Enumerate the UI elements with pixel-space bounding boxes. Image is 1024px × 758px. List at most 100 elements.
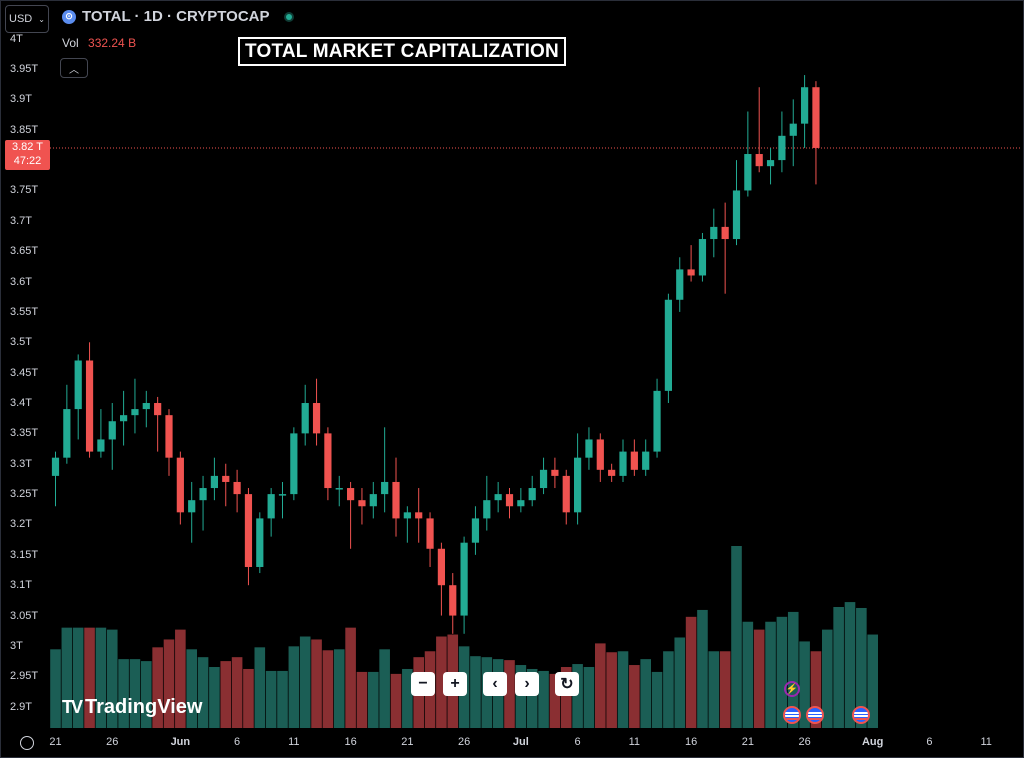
candle: [120, 390, 128, 446]
volume-bar: [640, 659, 651, 728]
price-tick-label: 3.65T: [10, 245, 39, 258]
time-axis[interactable]: 21 26 Jun 6 11 16 21 26 Jul 6 11 16 21 26 Aug 6 11: [0, 732, 1024, 756]
candle-body: [755, 154, 763, 167]
price-tick-label: 4T: [10, 32, 23, 45]
candle: [562, 469, 570, 525]
price-tick-label: 3.9T: [10, 93, 33, 106]
candle-body: [63, 409, 71, 458]
candle: [301, 384, 309, 446]
candle-body: [778, 135, 786, 161]
candle: [642, 439, 650, 476]
volume-bar: [368, 671, 379, 728]
volume-bar: [504, 660, 515, 728]
candle-body: [574, 457, 582, 513]
price-tick-label: 3.55T: [10, 305, 39, 318]
candle: [664, 293, 672, 404]
volume-bar: [833, 606, 844, 728]
volume-bar: [560, 667, 572, 728]
candle-body: [596, 439, 604, 470]
candle-body: [766, 160, 775, 167]
zoom-out-button[interactable]: −: [411, 672, 435, 696]
volume-bar: [617, 651, 629, 728]
market-status-icon[interactable]: [283, 11, 294, 22]
volume-label: Vol: [62, 36, 79, 50]
candle-body: [278, 494, 287, 496]
volume-bar: [333, 649, 345, 728]
candle: [744, 111, 752, 197]
price-axis[interactable]: 4T3.95T3.9T3.85T3.8T3.75T3.7T3.65T3.6T3.…: [0, 0, 50, 740]
candle: [494, 481, 502, 513]
us-flag-event-icon[interactable]: [806, 706, 824, 724]
candle-body: [369, 494, 377, 507]
volume-legend: Vol 332.24 B: [62, 36, 136, 50]
candle: [630, 439, 638, 476]
scroll-right-button[interactable]: ›: [515, 672, 539, 696]
candle-body: [517, 500, 525, 507]
candle-body: [494, 494, 502, 501]
candles: [51, 75, 820, 634]
candle-body: [222, 475, 230, 482]
candle: [74, 354, 82, 440]
candle-body: [74, 360, 82, 410]
candle-body: [176, 457, 184, 513]
price-tick-label: 3.25T: [10, 488, 39, 501]
time-tick-label: 26: [106, 736, 119, 748]
scroll-left-button[interactable]: ‹: [483, 672, 507, 696]
candle: [653, 378, 661, 458]
time-tick-label: 6: [234, 736, 241, 748]
candle-body: [653, 390, 661, 452]
candle-body: [710, 226, 718, 240]
chart-canvas[interactable]: [0, 0, 1024, 740]
candle: [551, 457, 559, 489]
volume-bar: [810, 651, 822, 728]
candle-body: [562, 475, 570, 513]
candle: [267, 488, 275, 537]
zoom-in-button[interactable]: +: [443, 672, 467, 696]
candle: [381, 427, 389, 513]
volume-bar: [742, 621, 754, 728]
volume-bar: [288, 646, 300, 728]
candle: [608, 463, 616, 482]
candle: [165, 409, 173, 476]
price-tick-label: 3.5T: [10, 336, 33, 349]
time-tick-label: Jun: [170, 736, 191, 748]
flash-event-icon[interactable]: ⚡: [784, 681, 800, 697]
volume-bar: [175, 629, 186, 728]
candle-body: [199, 488, 207, 501]
candle: [596, 433, 604, 482]
candle: [766, 147, 775, 185]
candle: [755, 87, 763, 173]
candle: [505, 488, 514, 519]
candle: [244, 488, 253, 586]
volume-bar: [299, 636, 311, 728]
currency-select[interactable]: USD ⌄: [5, 5, 49, 33]
candle: [483, 475, 491, 531]
candle-body: [630, 451, 638, 470]
candle-body: [154, 403, 162, 416]
candle-body: [267, 494, 275, 519]
tradingview-logo[interactable]: TV TradingView: [62, 696, 202, 719]
time-tick-label: 6: [926, 736, 933, 748]
price-tick-label: 3.45T: [10, 366, 39, 379]
volume-bar: [515, 665, 527, 728]
volume-bar: [186, 649, 197, 728]
volume-bar: [663, 651, 674, 728]
candle-body: [188, 500, 196, 513]
volume-bar: [697, 609, 708, 728]
settings-icon[interactable]: [20, 736, 34, 750]
us-flag-event-icon[interactable]: [852, 706, 870, 724]
price-tick-label: 3.05T: [10, 609, 39, 622]
candle: [369, 481, 377, 519]
reset-chart-button[interactable]: ↻: [555, 672, 579, 696]
candle: [449, 573, 457, 634]
volume-bar: [265, 670, 277, 728]
volume-bar: [674, 637, 686, 728]
candle-body: [744, 154, 752, 191]
candle-body: [51, 457, 60, 476]
collapse-legend-button[interactable]: ︿: [60, 58, 88, 78]
candle-body: [585, 439, 593, 458]
symbol-title[interactable]: ⊙ TOTAL · 1D · CRYPTOCAP: [62, 8, 294, 25]
candle-body: [256, 518, 264, 567]
candle-body: [471, 518, 480, 543]
us-flag-event-icon[interactable]: [783, 706, 801, 724]
